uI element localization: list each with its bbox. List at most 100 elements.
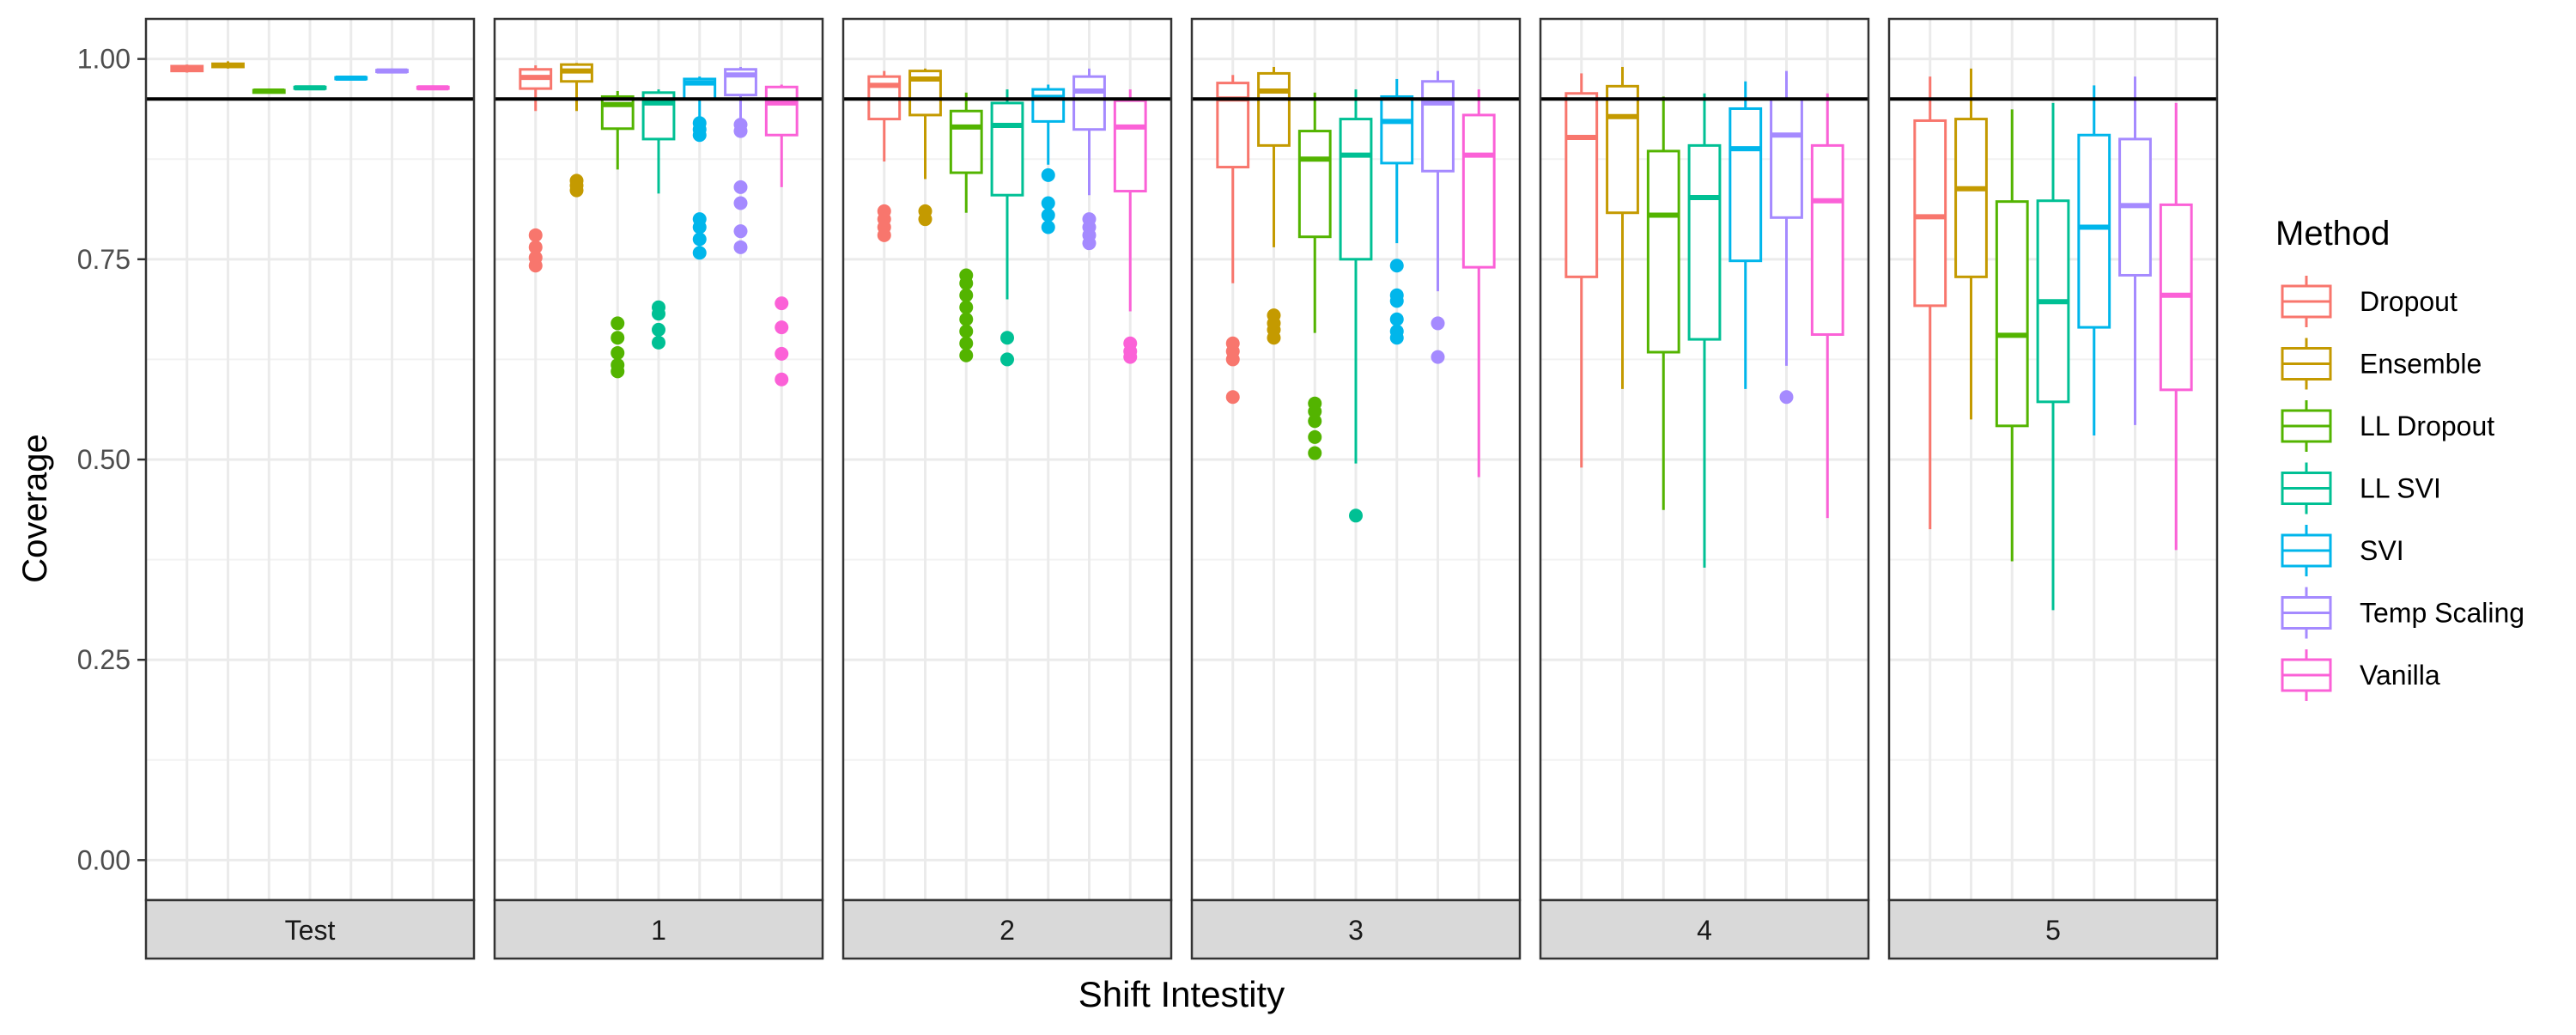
- y-tick-label: 0.25: [77, 644, 131, 675]
- box-iqr: [1606, 84, 1639, 215]
- box-temp-scaling-Test: [375, 68, 409, 74]
- box-iqr: [1031, 88, 1066, 123]
- facet-panel-Test: Test: [144, 17, 476, 960]
- box-ll-svi-5: [2036, 102, 2070, 611]
- outlier-point: [1123, 350, 1138, 364]
- outlier-point: [1000, 352, 1014, 367]
- outlier-point: [733, 196, 748, 210]
- legend-item-temp-scaling: Temp Scaling: [2281, 587, 2524, 639]
- box-vanilla-2: [1113, 89, 1147, 364]
- outlier-point: [733, 180, 748, 194]
- outlier-point: [692, 232, 707, 247]
- outlier-point: [1389, 294, 1404, 308]
- outlier-point: [959, 336, 974, 350]
- legend-label: SVI: [2360, 535, 2404, 566]
- outlier-point: [1000, 331, 1014, 345]
- box-ensemble-Test: [211, 61, 245, 69]
- box-iqr: [1913, 119, 1947, 307]
- outlier-point: [652, 322, 665, 337]
- box-iqr: [1339, 118, 1373, 261]
- box-ll-dropout-5: [1995, 109, 2029, 562]
- legend: Method Dropout Ensemble LL Dropout LL SVI SV…: [2275, 215, 2524, 701]
- outlier-point: [1225, 390, 1240, 405]
- outlier-point: [959, 300, 974, 314]
- y-tick-label: 0.00: [77, 844, 131, 875]
- box-iqr: [1216, 82, 1250, 169]
- box-temp-scaling-5: [2118, 76, 2152, 425]
- y-axis: 0.00 0.25 0.50 0.75 1.00: [77, 44, 146, 875]
- facet-panel-5: 5: [1887, 17, 2219, 960]
- box-iqr: [1421, 80, 1455, 173]
- facet-panel-4: 4: [1539, 17, 1870, 960]
- y-tick-label: 1.00: [77, 44, 131, 75]
- box-iqr: [1461, 113, 1496, 269]
- box-temp-scaling-4: [1770, 70, 1803, 405]
- outlier-point: [1041, 208, 1055, 222]
- box-dropout-Test: [170, 64, 204, 73]
- outlier-point: [1779, 390, 1794, 405]
- facet-strip: [841, 898, 1173, 960]
- facet-panel-1: 1: [493, 17, 824, 960]
- outlier-point: [1041, 196, 1055, 210]
- facet-strip-label: Test: [285, 915, 336, 946]
- facet-strip: [1539, 898, 1870, 960]
- box-vanilla-5: [2159, 102, 2193, 551]
- box-dropout-2: [867, 70, 902, 242]
- x-axis-title: Shift Intestity: [1078, 974, 1285, 1014]
- facet-strip-label: 2: [999, 915, 1015, 946]
- outlier-point: [1082, 236, 1097, 251]
- y-axis-title: Coverage: [16, 434, 54, 582]
- outlier-point: [775, 372, 789, 387]
- box-svi-5: [2077, 85, 2111, 436]
- box-ll-svi-4: [1687, 93, 1722, 568]
- box-ll-dropout-1: [600, 90, 635, 379]
- outlier-point: [611, 345, 625, 360]
- box-ensemble-4: [1606, 66, 1639, 389]
- facet-strip: [1190, 898, 1522, 960]
- outlier-point: [1389, 331, 1404, 345]
- box-iqr: [1728, 107, 1763, 263]
- outlier-point: [775, 296, 789, 311]
- facet-strip-label: 4: [1697, 915, 1712, 946]
- box-iqr: [1810, 143, 1844, 336]
- outlier-point: [1308, 414, 1322, 429]
- facet-strip-label: 1: [651, 915, 666, 946]
- outlier-point: [528, 259, 543, 273]
- outlier-point: [775, 320, 789, 335]
- y-tick-label: 0.75: [77, 244, 131, 275]
- box-ll-dropout-4: [1646, 96, 1680, 510]
- facet-strip: [1887, 898, 2219, 960]
- box-ll-dropout-2: [949, 92, 983, 362]
- outlier-point: [959, 276, 974, 290]
- legend-label: Vanilla: [2360, 660, 2440, 691]
- facet-panel-3: 3: [1190, 17, 1522, 960]
- box-iqr: [1072, 75, 1106, 131]
- legend-item-svi: SVI: [2281, 525, 2404, 576]
- legend-item-ll-svi: LL SVI: [2281, 462, 2441, 514]
- outlier-point: [733, 240, 748, 254]
- outlier-point: [528, 228, 543, 242]
- outlier-point: [1308, 446, 1322, 460]
- outlier-point: [959, 288, 974, 302]
- facet-panel-2: 2: [841, 17, 1173, 960]
- legend-label: LL Dropout: [2360, 411, 2494, 441]
- outlier-point: [733, 124, 748, 138]
- outlier-point: [959, 324, 974, 338]
- outlier-point: [652, 335, 665, 350]
- box-svi-3: [1380, 78, 1414, 345]
- box-svi-1: [683, 76, 717, 260]
- box-iqr: [764, 85, 799, 137]
- legend-item-ll-dropout: LL Dropout: [2281, 400, 2494, 452]
- box-temp-scaling-2: [1072, 68, 1106, 251]
- outlier-point: [692, 220, 707, 234]
- box-svi-4: [1728, 81, 1763, 389]
- box-iqr: [1113, 99, 1147, 193]
- box-ll-dropout-Test: [252, 88, 286, 94]
- box-dropout-3: [1216, 75, 1250, 405]
- outlier-point: [611, 364, 625, 379]
- legend-title: Method: [2275, 215, 2390, 253]
- outlier-point: [1431, 350, 1445, 364]
- outlier-point: [611, 316, 625, 331]
- box-ll-svi-2: [990, 89, 1024, 367]
